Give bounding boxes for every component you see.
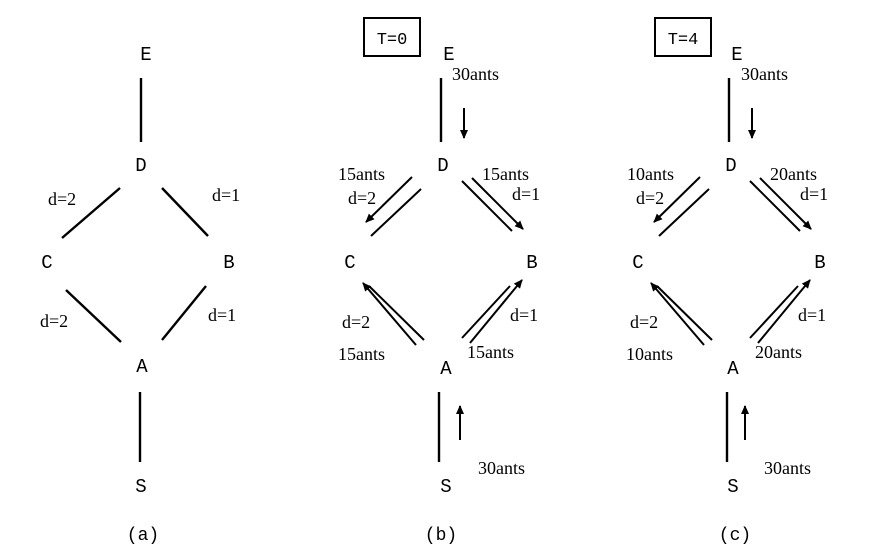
flow-arrow-d-b <box>471 177 524 230</box>
edge-label-c-a: d=2 <box>630 312 658 332</box>
time-box-b <box>363 17 421 57</box>
edge-d-c <box>370 188 422 237</box>
node-b: B <box>814 252 825 274</box>
node-e: E <box>140 44 151 66</box>
node-a: A <box>136 356 148 378</box>
node-e: E <box>443 44 454 66</box>
flow-label-d-b: 15ants <box>482 164 529 184</box>
node-a: A <box>727 358 739 380</box>
edge-label-d-c: d=2 <box>348 188 376 208</box>
edge-d-c <box>658 188 710 237</box>
flow-arrow-d-c <box>365 176 413 223</box>
edge-label-b-a: d=1 <box>510 305 538 325</box>
edge-label-b-a: d=1 <box>798 305 826 325</box>
node-e: E <box>731 44 742 66</box>
panel-a: E D d=2 d=1 C B d=2 d=1 A S (a) <box>40 44 240 546</box>
node-b: B <box>526 252 537 274</box>
node-s: S <box>135 476 146 498</box>
time-label-b: T=0 <box>377 31 408 50</box>
flow-arrow-d-b <box>759 177 812 230</box>
flow-label-d-c: 15ants <box>338 164 385 184</box>
time-label-c: T=4 <box>668 31 699 50</box>
node-d: D <box>135 155 146 177</box>
flow-label-s-a: 30ants <box>764 458 811 478</box>
caption-b: (b) <box>425 526 457 546</box>
edge-label-b-a: d=1 <box>208 305 236 325</box>
flow-arrow-a-b <box>469 279 523 344</box>
node-s: S <box>440 476 451 498</box>
flow-label-d-b: 20ants <box>770 164 817 184</box>
edge-b-a <box>161 285 207 341</box>
edge-d-c <box>61 187 121 239</box>
node-a: A <box>440 358 452 380</box>
panel-c: T=4 E 30ants D 10ants d=2 20ants d=1 C B… <box>626 17 828 546</box>
flow-arrow-a-c <box>362 282 417 346</box>
node-c: C <box>344 252 355 274</box>
flow-label-a-b: 15ants <box>467 342 514 362</box>
flow-label-a-b: 20ants <box>755 342 802 362</box>
edge-label-d-c: d=2 <box>636 188 664 208</box>
flow-label-a-c: 15ants <box>338 344 385 364</box>
node-c: C <box>632 252 643 274</box>
flow-arrow-a-b <box>757 279 811 344</box>
node-b: B <box>223 252 234 274</box>
edge-label-c-a: d=2 <box>40 311 68 331</box>
edge-c-a <box>656 285 713 341</box>
edge-label-c-a: d=2 <box>342 312 370 332</box>
flow-label-e-d: 30ants <box>741 64 788 84</box>
caption-c: (c) <box>719 526 751 546</box>
edge-d-b <box>461 180 513 232</box>
edge-label-d-b: d=1 <box>512 184 540 204</box>
node-d: D <box>437 155 448 177</box>
flow-label-a-c: 10ants <box>626 344 673 364</box>
edge-d-b <box>161 187 209 237</box>
node-c: C <box>41 252 52 274</box>
time-box-c <box>654 17 712 57</box>
node-d: D <box>725 155 736 177</box>
edge-c-a <box>65 289 122 343</box>
panel-b: T=0 E 30ants D 15ants d=2 15ants d=1 C B… <box>338 17 540 546</box>
edge-b-a <box>749 285 799 339</box>
caption-a: (a) <box>127 526 159 546</box>
edge-d-b <box>749 180 801 232</box>
flow-arrow-a-c <box>650 282 705 346</box>
edge-label-d-b: d=1 <box>800 184 828 204</box>
flow-label-s-a: 30ants <box>478 458 525 478</box>
edge-label-d-b: d=1 <box>212 185 240 205</box>
flow-label-d-c: 10ants <box>627 164 674 184</box>
flow-arrow-d-c <box>653 176 701 223</box>
edge-label-d-c: d=2 <box>48 189 76 209</box>
node-s: S <box>727 476 738 498</box>
edge-c-a <box>368 285 425 341</box>
edge-b-a <box>461 285 511 339</box>
flow-label-e-d: 30ants <box>452 64 499 84</box>
